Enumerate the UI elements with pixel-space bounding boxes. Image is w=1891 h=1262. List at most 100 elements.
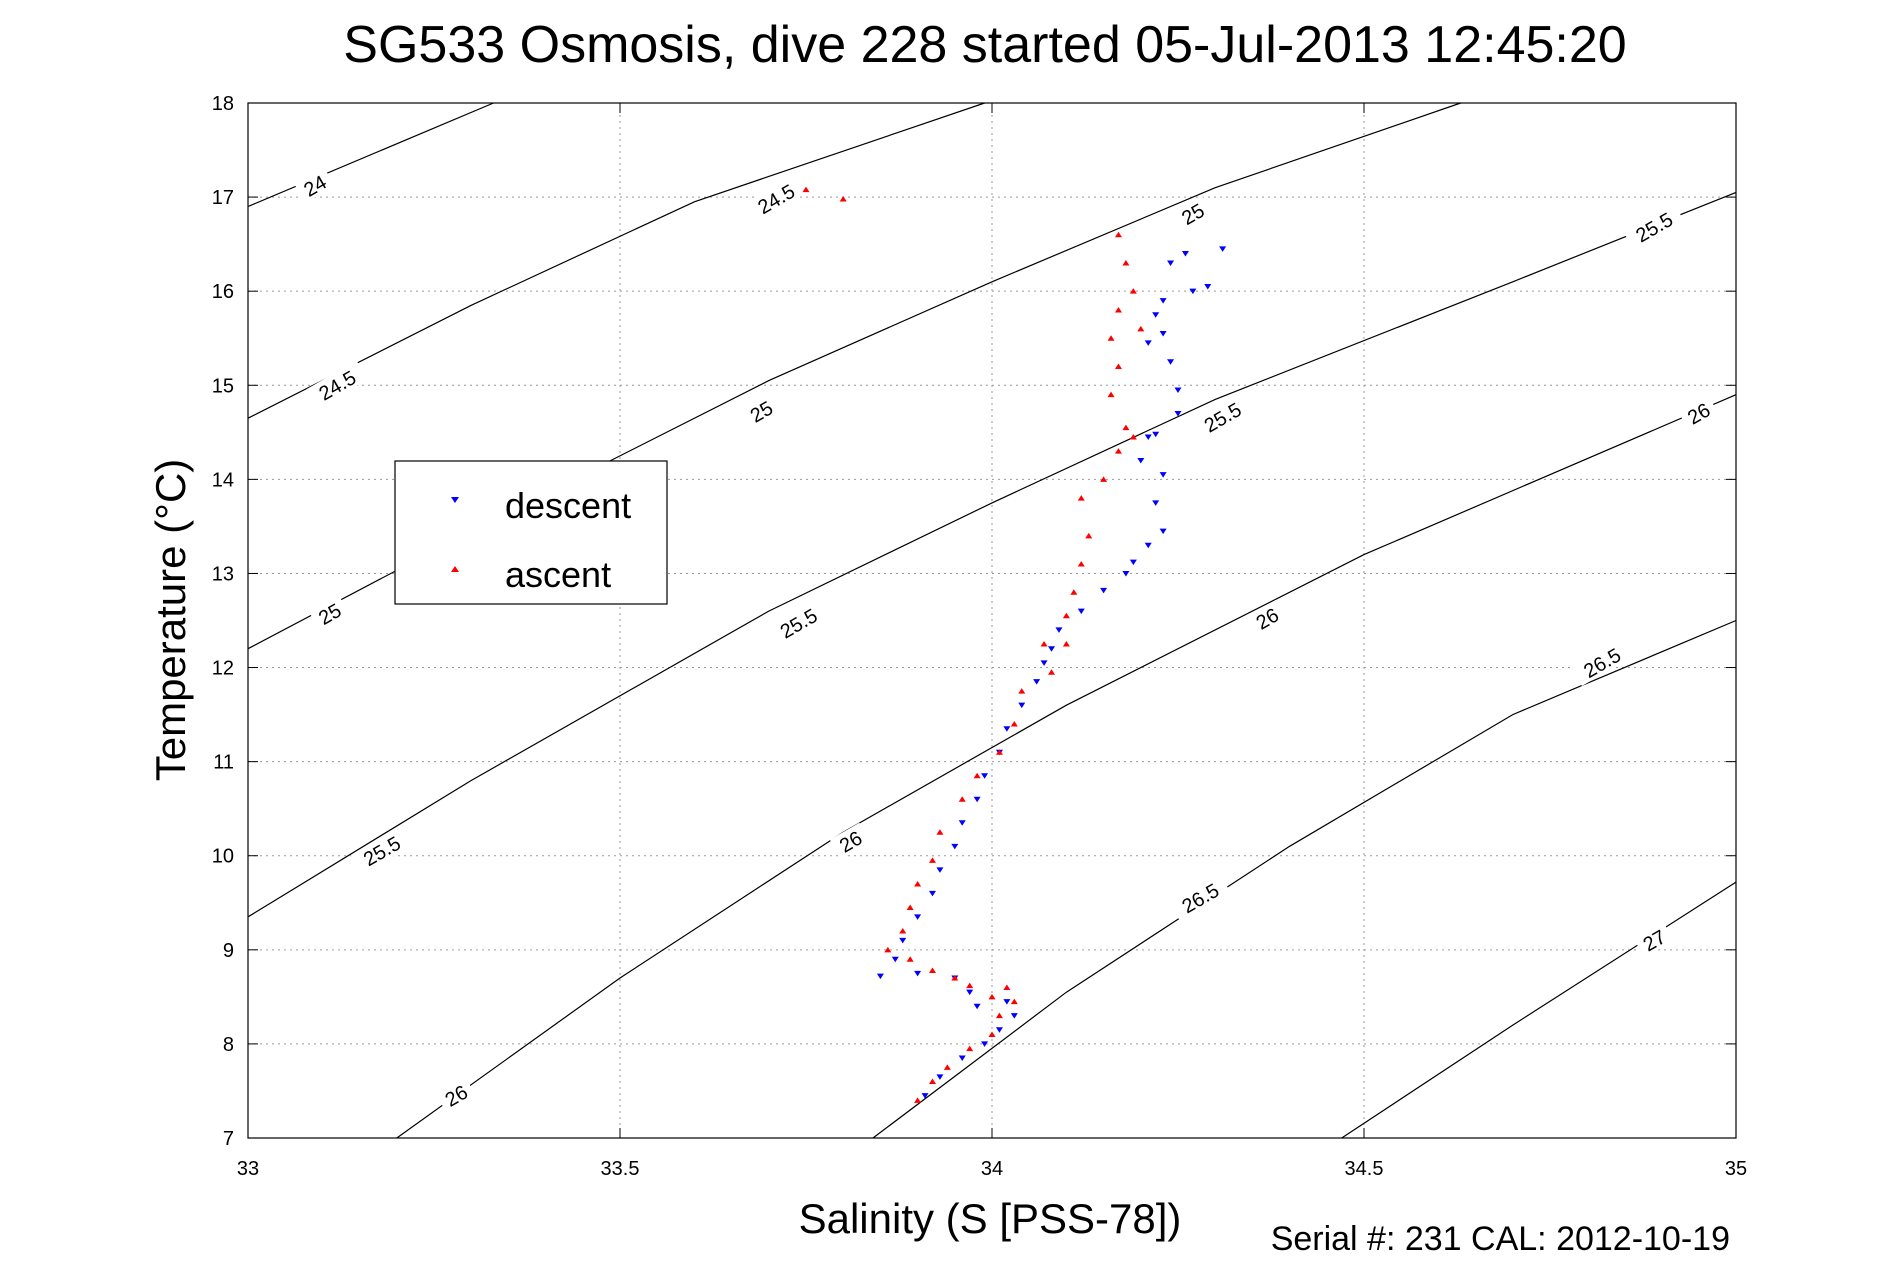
isopycnal-label-bg <box>1191 392 1253 441</box>
descent-point <box>928 890 936 897</box>
ascent-point <box>1085 532 1093 539</box>
descent-point <box>1129 559 1137 566</box>
footer-serial-cal: Serial #: 231 CAL: 2012-10-19 <box>1271 1220 1730 1258</box>
ascent-point <box>1129 434 1137 440</box>
isopycnal-label-bg <box>740 392 782 429</box>
isopycnal-label-bg <box>1570 637 1633 686</box>
ascent-point <box>951 975 959 981</box>
legend-box <box>394 460 668 605</box>
y-tick-label: 7 <box>223 1128 234 1150</box>
ascent-point <box>914 1097 922 1103</box>
ascent-point <box>1040 641 1048 647</box>
y-tick-label: 13 <box>212 563 234 585</box>
ascent-point <box>1122 424 1130 431</box>
legend-descent-label: descent <box>505 485 631 526</box>
ascent-point <box>995 749 1003 755</box>
ascent-point <box>1062 612 1070 619</box>
isopycnal-label-bg <box>767 598 829 647</box>
y-tick-label: 17 <box>212 187 234 209</box>
descent-point <box>1003 726 1011 732</box>
descent-point <box>1189 288 1197 295</box>
descent-point <box>899 937 907 944</box>
y-axis-label: Temperature (°C) <box>147 459 194 782</box>
isopycnal-25.5 <box>247 191 1737 918</box>
isopycnal-label-bg <box>294 166 335 203</box>
isopycnal-label-bg <box>745 174 807 223</box>
series-descent <box>876 246 1227 1099</box>
descent-point <box>1048 646 1056 652</box>
ascent-point <box>1100 476 1108 482</box>
x-tick-label: 34 <box>981 1158 1003 1180</box>
ascent-point <box>995 1012 1003 1019</box>
descent-point <box>891 956 899 963</box>
isopycnal-label-bg <box>1678 394 1719 431</box>
descent-point <box>1181 251 1189 257</box>
grid <box>248 103 1736 1138</box>
descent-point <box>1159 472 1167 478</box>
ascent-point <box>936 829 944 835</box>
descent-point <box>966 989 974 996</box>
descent-point <box>1144 542 1152 549</box>
ascent-point <box>839 195 847 202</box>
ascent-point <box>1048 669 1056 675</box>
y-tick-label: 15 <box>212 375 234 397</box>
isopycnal-label-bg <box>1623 202 1685 251</box>
y-tick-label: 18 <box>212 93 234 115</box>
isopycnal-24 <box>247 102 494 208</box>
descent-point <box>1152 312 1160 318</box>
ascent-point <box>1114 231 1122 238</box>
descent-point <box>981 1041 989 1047</box>
isopycnal-26.5 <box>872 619 1737 1139</box>
isopycnal-label-bg <box>309 595 350 632</box>
isopycnal-label-bg <box>350 826 413 875</box>
descent-point <box>1167 359 1175 365</box>
descent-point <box>1122 570 1130 577</box>
ascent-point <box>906 956 914 962</box>
isopycnal-label-bg <box>829 822 871 859</box>
descent-point <box>1144 340 1152 346</box>
descent-point <box>936 867 944 873</box>
chart-title: SG533 Osmosis, dive 228 started 05-Jul-2… <box>343 16 1626 74</box>
y-tick-label: 14 <box>212 469 234 491</box>
axis-ticks: 33 33.5 34 34.5 35 7 8 9 10 11 12 13 14 15 16 17 18 <box>212 93 1747 1180</box>
ascent-point <box>943 1064 951 1070</box>
isopycnal-label: 26 <box>1678 394 1719 431</box>
ascent-point <box>1010 721 1018 727</box>
descent-point <box>1033 679 1041 685</box>
ascent-point <box>1122 259 1130 266</box>
ascent-point <box>1129 288 1137 294</box>
descent-point <box>951 843 959 850</box>
ascent-point <box>928 1078 936 1085</box>
ascent-point <box>1077 561 1085 567</box>
descent-point <box>876 973 884 980</box>
ascent-point <box>1018 688 1026 694</box>
descent-point <box>995 1027 1003 1033</box>
descent-point <box>958 1055 966 1062</box>
descent-point <box>1100 587 1108 594</box>
ascent-point <box>914 880 922 887</box>
descent-point <box>1219 246 1227 252</box>
descent-point <box>1152 431 1160 438</box>
ascent-point <box>988 993 996 1000</box>
ascent-point <box>1070 589 1078 595</box>
ascent-point <box>966 982 974 989</box>
isopycnal-26 <box>396 394 1737 1139</box>
ascent-point <box>928 857 936 863</box>
ascent-point <box>1114 363 1122 369</box>
ascent-point <box>906 904 914 910</box>
ascent-point <box>1114 448 1122 454</box>
descent-point <box>1159 528 1167 535</box>
descent-point <box>1174 387 1182 393</box>
series-ascent <box>802 186 1145 1103</box>
descent-point <box>914 914 922 920</box>
descent-point <box>914 970 922 977</box>
legend-ascent-marker <box>451 566 459 572</box>
ascent-point <box>1062 641 1070 647</box>
descent-point <box>973 1003 981 1010</box>
descent-point <box>1159 298 1167 304</box>
isopycnal-label-bg <box>1169 873 1231 922</box>
legend-descent-marker <box>451 497 459 503</box>
x-tick-label: 34.5 <box>1345 1158 1384 1180</box>
descent-point <box>1040 660 1048 666</box>
